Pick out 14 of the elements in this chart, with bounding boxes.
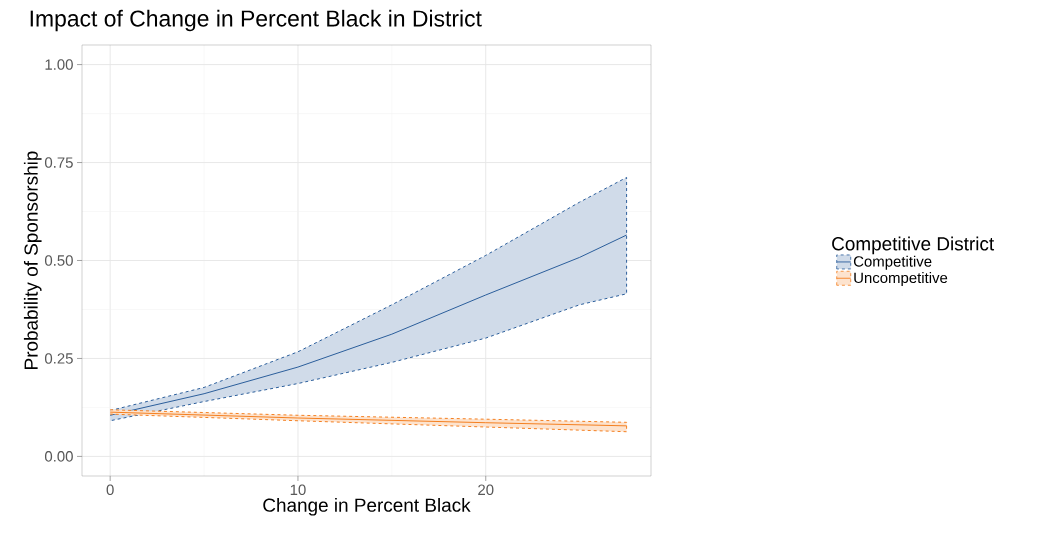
chart-title: Impact of Change in Percent Black in District bbox=[30, 9, 482, 32]
y-tick-label: 0.00 bbox=[44, 451, 73, 462]
y-tick-label: 0.25 bbox=[44, 353, 73, 364]
x-axis-title: Change in Percent Black bbox=[263, 497, 471, 516]
x-tick-label: 10 bbox=[290, 484, 306, 496]
legend-label: Uncompetitive bbox=[854, 272, 948, 287]
x-tick-label: 0 bbox=[106, 484, 114, 496]
x-tick-label: 20 bbox=[478, 484, 494, 496]
y-tick-label: 1.00 bbox=[45, 59, 73, 70]
y-axis-title: Probability of Sponsorship bbox=[23, 151, 42, 369]
y-tick-label: 0.50 bbox=[44, 255, 73, 266]
legend-title: Competitive District bbox=[832, 236, 995, 255]
y-tick-label: 0.75 bbox=[44, 157, 73, 168]
legend-label: Competitive bbox=[853, 255, 932, 270]
